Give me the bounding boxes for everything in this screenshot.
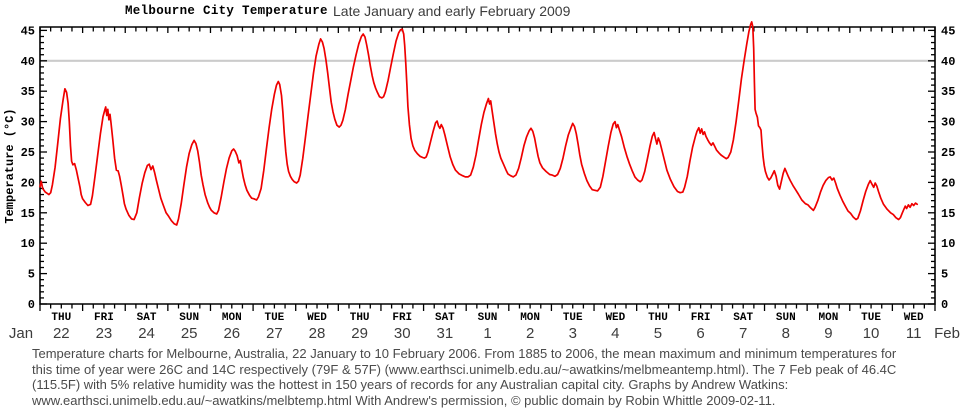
x-axis-date-label: 31 [437, 325, 454, 342]
x-axis-date-label: 5 [654, 325, 662, 342]
x-axis-weekday-label: MON [819, 312, 839, 324]
x-axis-date-label: 22 [53, 325, 70, 342]
x-axis-date-label: 6 [696, 325, 704, 342]
y-axis-tick-label: 10 [21, 237, 35, 251]
x-axis-date-label: 30 [394, 325, 411, 342]
x-axis-date-label: 10 [863, 325, 880, 342]
y-axis-tick-label: 15 [21, 207, 35, 221]
x-axis-weekday-label: WED [307, 312, 327, 324]
x-axis-weekday-label: THU [648, 312, 668, 324]
x-axis-weekday-label: SUN [179, 312, 199, 324]
y-axis-right-tick-label: 10 [941, 237, 955, 251]
x-axis-date-label: 3 [569, 325, 577, 342]
x-axis-weekday-label: THU [51, 312, 71, 324]
x-axis-date-label: 7 [739, 325, 747, 342]
y-axis-tick-label: 30 [21, 116, 35, 130]
x-axis-date-label: 23 [96, 325, 113, 342]
y-axis-right-tick-label: 20 [941, 176, 955, 190]
temperature-line [39, 21, 919, 226]
y-axis-tick-label: 5 [28, 268, 35, 282]
caption: Temperature charts for Melbourne, Austra… [32, 346, 952, 408]
x-axis-weekday-label: WED [904, 312, 924, 324]
x-axis-weekday-label: MON [222, 312, 242, 324]
caption-line-2: this time of year were 26C and 14C respe… [32, 361, 897, 377]
plot-frame [39, 26, 936, 305]
y-axis-right-tick-label: 30 [941, 116, 955, 130]
y-axis-right-tick-label: 35 [941, 85, 955, 99]
x-axis-date-label: 1 [483, 325, 491, 342]
chart-subtitle: Late January and early February 2009 [333, 3, 571, 19]
x-axis-date-label: 4 [611, 325, 619, 342]
caption-line-3: (115.5F) with 5% relative humidity was t… [32, 377, 789, 393]
y-axis-tick-label: 25 [21, 146, 35, 160]
x-axis-weekday-label: THU [350, 312, 370, 324]
x-axis-date-label: 24 [138, 325, 155, 342]
y-axis-right-tick-label: 5 [941, 268, 948, 282]
x-axis-weekday-label: WED [605, 312, 625, 324]
x-axis-weekday-label: SAT [733, 312, 753, 324]
x-axis-weekday-label: SUN [478, 312, 498, 324]
x-axis-date-label: 25 [181, 325, 198, 342]
y-axis-right-tick-label: 0 [941, 298, 948, 312]
y-axis-right-tick-label: 25 [941, 146, 955, 160]
y-axis-right-tick-label: 15 [941, 207, 955, 221]
y-axis-tick-label: 0 [28, 298, 35, 312]
caption-line-1: Temperature charts for Melbourne, Austra… [32, 346, 897, 361]
x-axis-weekday-label: TUE [563, 312, 583, 324]
y-axis-tick-label: 45 [21, 24, 35, 38]
y-axis-right-tick-label: 45 [941, 24, 955, 38]
x-axis-date-label: 2 [526, 325, 534, 342]
x-axis-date-label: 9 [824, 325, 832, 342]
y-axis-tick-label: 35 [21, 85, 35, 99]
x-axis-date-label: 11 [906, 325, 922, 342]
x-axis-weekday-label: TUE [861, 312, 881, 324]
x-axis-weekday-label: SAT [137, 312, 157, 324]
chart-title: Melbourne City Temperature [125, 4, 328, 18]
x-axis-start-month-label: Jan [9, 325, 33, 342]
x-axis-weekday-label: SUN [776, 312, 796, 324]
x-axis-weekday-label: FRI [392, 312, 412, 324]
x-axis-end-month-label: Feb [934, 325, 960, 342]
y-axis-right-tick-label: 40 [941, 55, 955, 69]
x-axis-weekday-label: TUE [264, 312, 284, 324]
x-axis-date-label: 29 [351, 325, 368, 342]
x-axis-weekday-label: MON [520, 312, 540, 324]
x-axis-weekday-label: FRI [691, 312, 711, 324]
x-axis-date-label: 26 [223, 325, 240, 342]
x-axis-date-label: 28 [309, 325, 326, 342]
y-axis-tick-label: 20 [21, 176, 35, 190]
x-axis-date-label: 8 [782, 325, 790, 342]
x-axis-weekday-label: SAT [435, 312, 455, 324]
x-axis-weekday-label: FRI [94, 312, 114, 324]
caption-line-4: www.earthsci.unimelb.edu.au/~awatkins/me… [32, 392, 776, 408]
y-axis-title: Temperature (°C) [3, 108, 17, 223]
x-axis-date-label: 27 [266, 325, 283, 342]
y-axis-tick-label: 40 [21, 55, 35, 69]
